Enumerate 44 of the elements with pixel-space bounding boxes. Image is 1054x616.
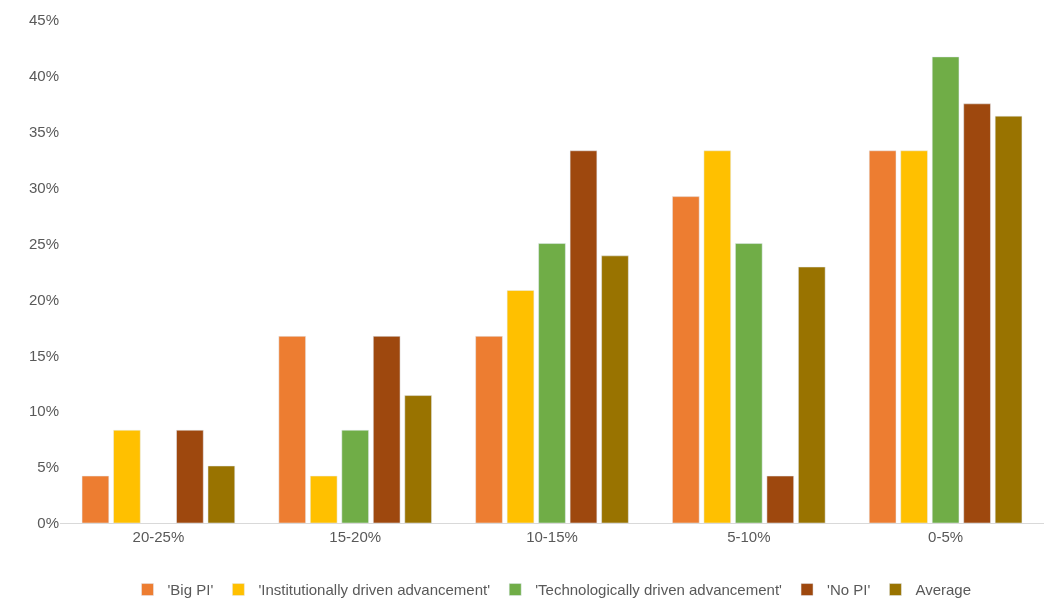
bar <box>703 150 731 523</box>
y-tick-label: 20% <box>28 290 59 308</box>
bar <box>569 150 598 523</box>
y-tick-label: 10% <box>28 402 59 420</box>
bar <box>672 196 700 523</box>
legend-label: 'Technologically driven advancement' <box>535 581 783 599</box>
legend-label: 'Institutionally driven advancement' <box>258 581 491 599</box>
bar <box>994 115 1023 523</box>
bar <box>963 103 991 523</box>
bar <box>601 255 629 523</box>
bar <box>538 243 566 523</box>
x-tick-label: 15-20% <box>329 528 382 545</box>
legend-label: 'Big PI' <box>167 581 214 599</box>
bar <box>766 475 794 523</box>
y-tick-label: 25% <box>28 234 59 252</box>
y-tick-label: 40% <box>28 67 59 85</box>
bar <box>506 290 535 523</box>
y-tick-label: 0% <box>37 514 59 532</box>
bar <box>373 336 401 523</box>
bar <box>404 395 432 523</box>
x-tick-label: 20-25% <box>132 528 185 545</box>
x-tick-label: 0-5% <box>928 528 964 545</box>
x-tick-label: 10-15% <box>526 528 578 545</box>
x-tick-label: 5-10% <box>727 528 771 545</box>
y-tick-label: 30% <box>28 178 59 196</box>
bar <box>207 465 236 523</box>
bar <box>113 429 141 523</box>
bar <box>176 429 204 523</box>
bar <box>81 475 110 523</box>
bar <box>798 266 826 523</box>
bar <box>278 336 306 523</box>
bar <box>310 475 338 523</box>
bar <box>931 56 960 523</box>
legend-label: 'No PI' <box>827 581 871 599</box>
bar <box>475 336 503 523</box>
y-tick-label: 5% <box>37 458 59 476</box>
bar <box>900 150 928 523</box>
legend-label: Average <box>915 581 972 599</box>
bar <box>868 150 897 523</box>
bar <box>735 243 763 523</box>
y-tick-label: 45% <box>28 11 59 29</box>
y-tick-label: 15% <box>28 346 59 364</box>
y-tick-label: 35% <box>28 123 59 141</box>
bar <box>341 429 369 523</box>
